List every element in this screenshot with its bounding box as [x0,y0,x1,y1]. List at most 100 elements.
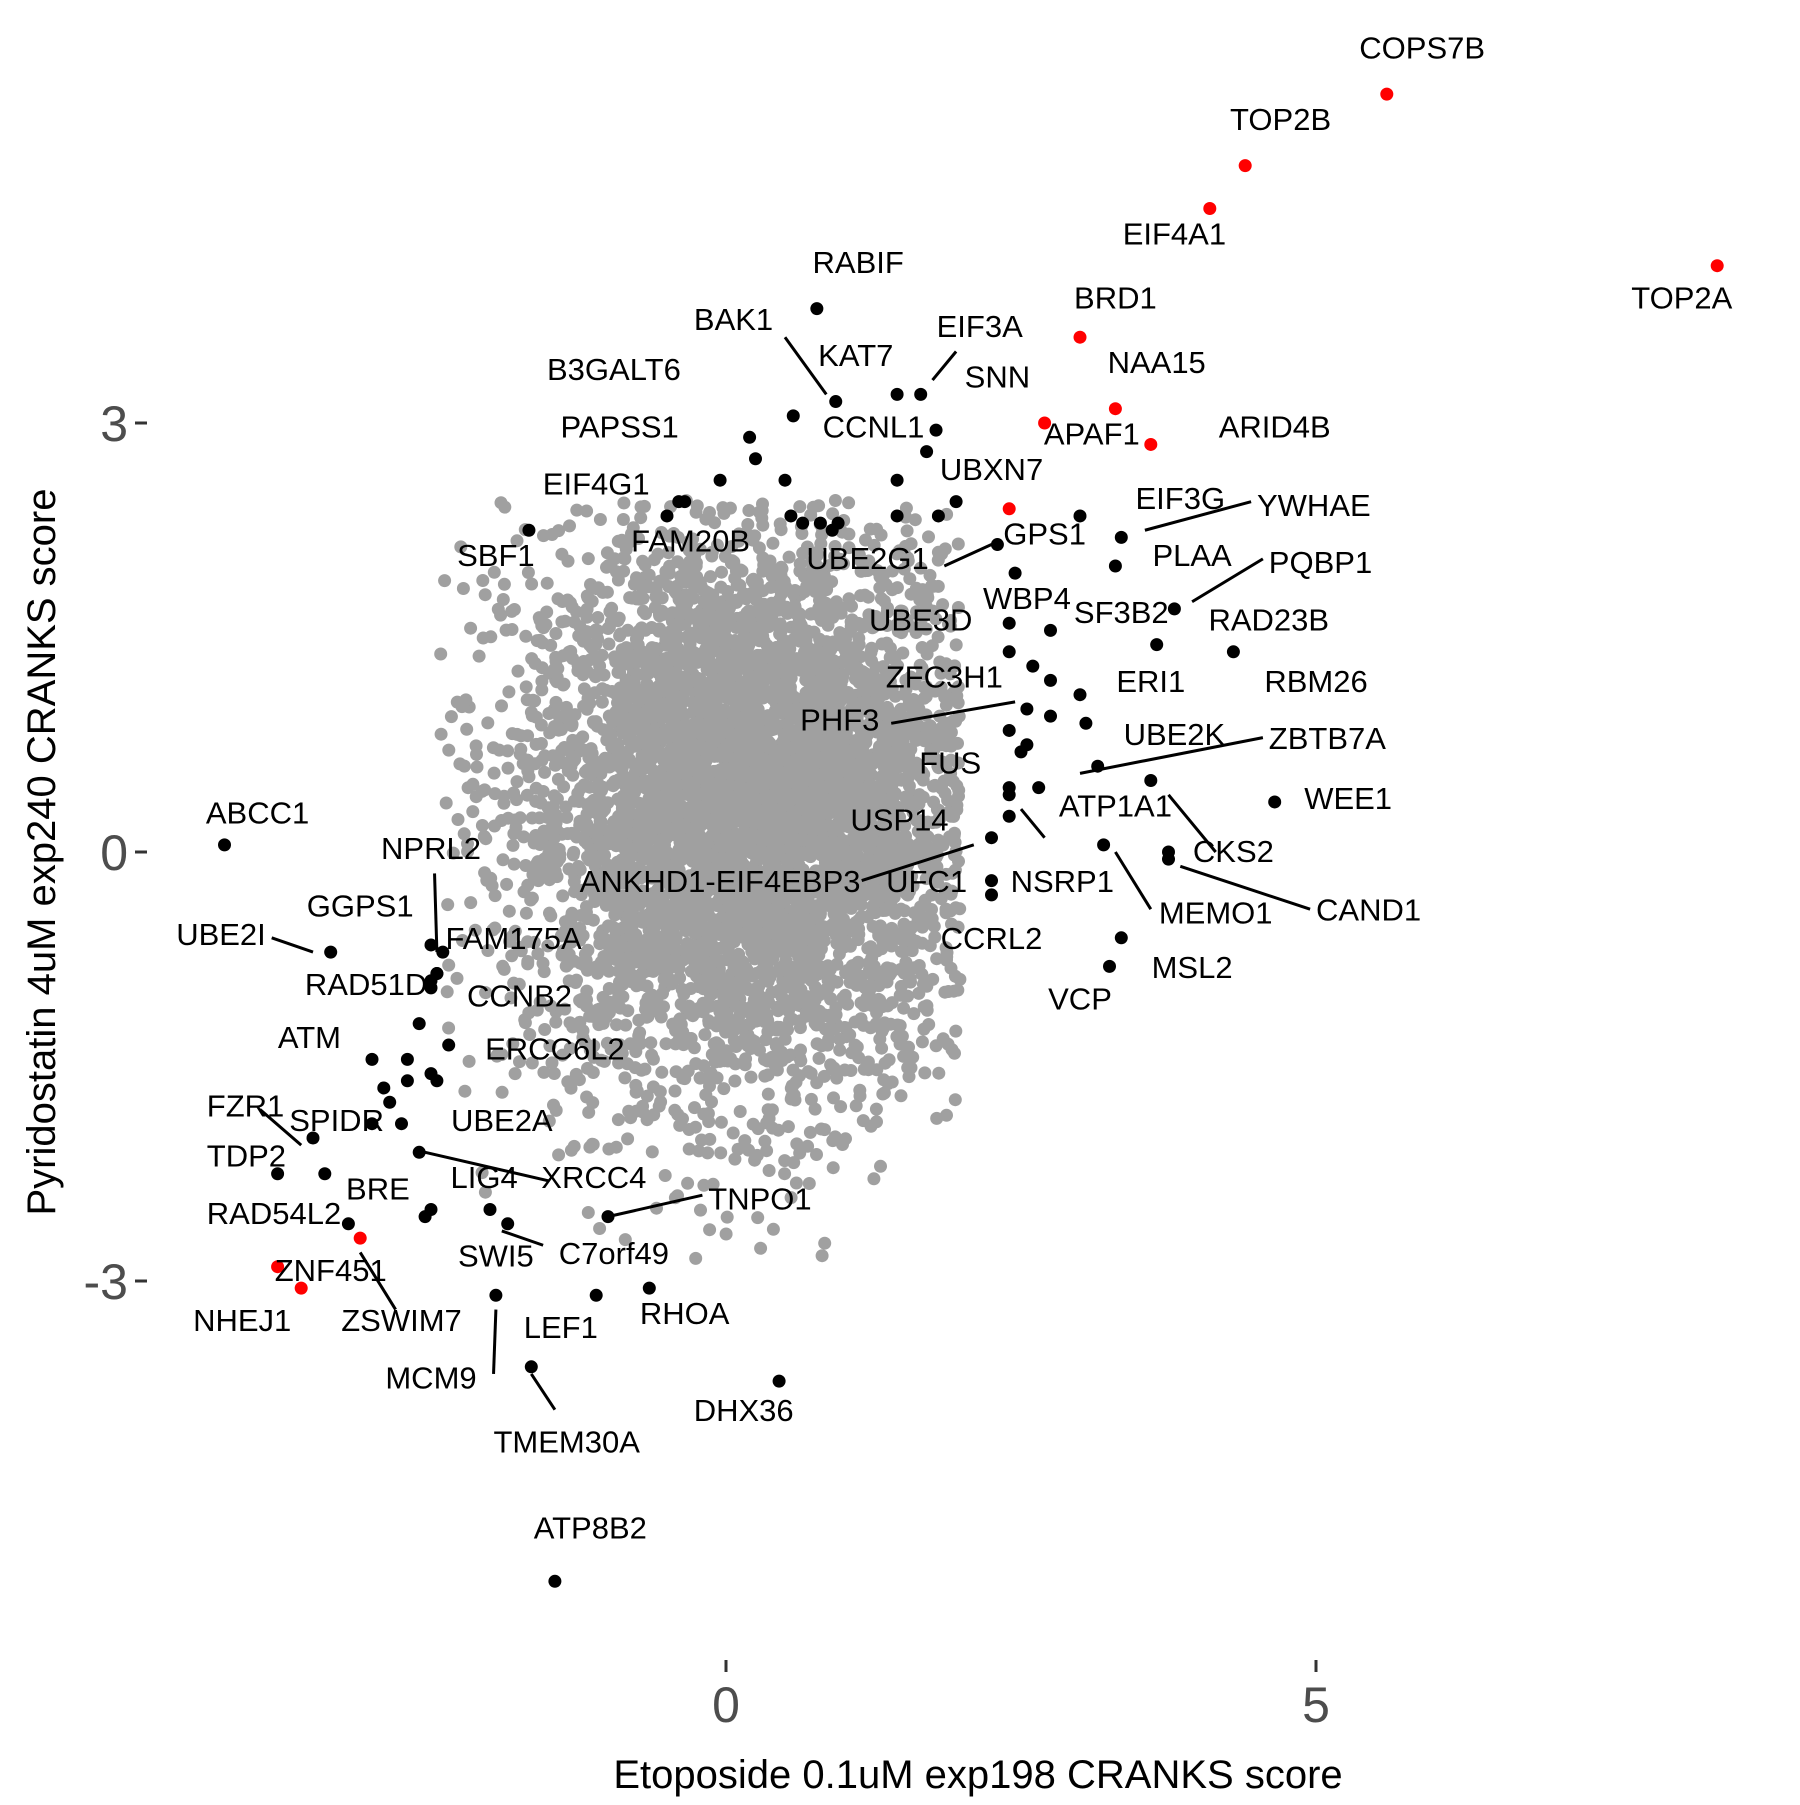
bulk-point [761,1087,775,1101]
bulk-point [907,1007,921,1021]
bulk-point [446,846,460,860]
bulk-point [478,866,492,880]
bulk-point [504,991,518,1005]
bulk-point [827,666,840,680]
bulk-point [896,945,910,959]
bulk-point [634,578,648,592]
bulk-point [826,1161,840,1175]
bulk-point [602,559,616,572]
bulk-point [535,683,549,697]
bulk-point [739,980,753,994]
bulk-point [916,583,930,597]
bulk-point [803,1125,817,1139]
bulk-point [707,945,721,959]
bulk-point [695,1133,708,1147]
bulk-point [864,959,878,972]
bulk-point [758,1134,772,1148]
bulk-point [633,955,647,969]
bulk-point [507,857,521,871]
bulk-point [939,698,953,712]
bulk-point [540,858,554,872]
bulk-point [867,1172,881,1186]
bulk-point [628,721,641,735]
bulk-point [918,1066,932,1080]
bulk-point [915,936,929,950]
bulk-point [683,776,697,790]
bulk-point [600,1036,614,1050]
bulk-point [907,906,921,920]
bulk-point [683,661,697,675]
bulk-point [838,1063,852,1077]
bulk-point [456,582,470,595]
bulk-point [506,838,520,852]
bulk-point [459,693,473,707]
bulk-point [668,943,682,957]
bulk-point [738,1134,752,1148]
bulk-point [830,1071,844,1085]
bulk-point [766,952,780,966]
bulk-point [462,1054,476,1068]
bulk-point [897,1049,911,1063]
bulk-point [835,673,849,687]
bulk-point [833,1032,847,1046]
bulk-point [522,770,536,784]
bulk-point [876,781,890,795]
bulk-point [560,810,574,824]
bulk-point [638,558,652,572]
bulk-point [491,602,505,616]
bulk-point [442,1021,456,1035]
bulk-point [854,564,868,578]
bulk-point [781,1120,795,1134]
bulk-point [835,656,849,669]
bulk-point [723,501,737,515]
bulk-point [682,1123,696,1136]
bulk-point [810,1148,823,1161]
bulk-point [567,954,581,968]
bulk-point [529,781,543,795]
bulk-point [525,577,539,591]
bulk-point [874,843,888,857]
bulk-point [496,593,510,606]
bulk-point [734,634,748,648]
bulk-point [694,979,708,993]
bulk-point [944,961,958,975]
bulk-point [458,1084,472,1098]
bulk-point [600,733,614,747]
bulk-point [702,1014,716,1028]
bulk-point [854,785,868,799]
bulk-point [912,702,926,716]
bulk-point [456,934,469,947]
bulk-point [838,643,852,657]
bulk-point [464,621,478,635]
bulk-point [856,1114,870,1128]
bulk-point [636,1099,650,1113]
bulk-point [941,1037,955,1051]
bulk-point [920,1003,934,1017]
bulk-point [506,1037,520,1051]
bulk-point [534,737,548,750]
bulk-point [543,726,557,740]
bulk-point [810,1076,824,1090]
bulk-point [510,534,524,548]
bulk-point [627,674,641,688]
bulk-point [938,985,952,999]
bulk-point [884,962,898,976]
bulk-point [589,960,603,974]
bulk-point [739,929,753,943]
bulk-point [526,693,540,707]
bulk-point [919,872,933,886]
bulk-point [563,596,577,610]
bulk-point [837,991,850,1005]
bulk-point [642,999,656,1013]
bulk-point [505,949,519,963]
bulk-point [624,975,638,989]
bulk-point [580,824,594,838]
bulk-point [874,592,888,606]
bulk-point [488,787,502,801]
bulk-point [624,842,638,856]
bulk-point [733,1105,747,1118]
bulk-point [610,818,624,832]
bulk-point [668,1084,682,1098]
bulk-point [641,908,655,922]
